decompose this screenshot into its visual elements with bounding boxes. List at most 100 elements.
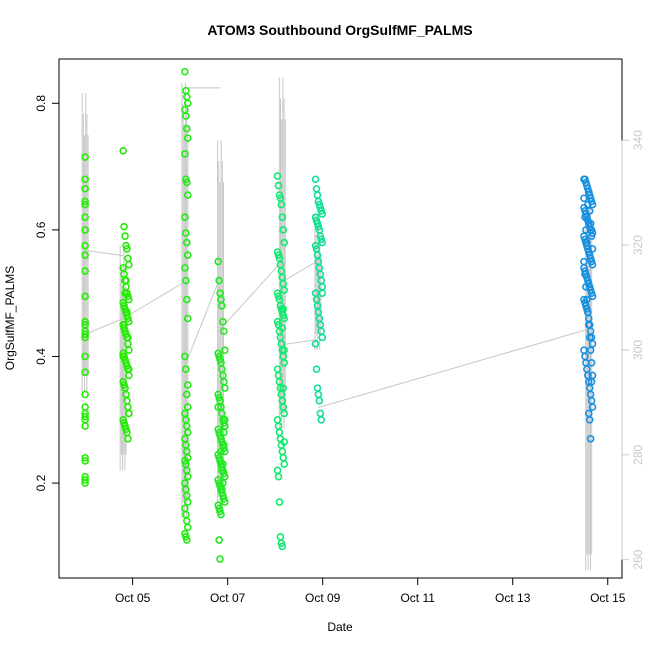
data-point bbox=[318, 289, 327, 297]
data-point bbox=[81, 175, 89, 184]
data-point bbox=[81, 352, 89, 361]
data-point bbox=[81, 457, 89, 465]
data-point bbox=[81, 453, 89, 462]
data-point bbox=[81, 241, 89, 250]
grey-trace-connector bbox=[220, 260, 283, 330]
data-point bbox=[81, 317, 89, 326]
data-point bbox=[221, 384, 229, 392]
data-point bbox=[183, 99, 192, 108]
data-point bbox=[183, 134, 192, 142]
data-point bbox=[585, 207, 594, 215]
data-point bbox=[81, 368, 89, 377]
data-point bbox=[587, 232, 596, 241]
data-point bbox=[125, 260, 133, 269]
data-point bbox=[275, 428, 284, 437]
data-point bbox=[218, 466, 226, 475]
grey-trace-connector bbox=[282, 260, 319, 283]
data-point bbox=[181, 352, 189, 361]
data-point bbox=[183, 536, 191, 544]
data-point bbox=[279, 226, 288, 234]
data-point bbox=[585, 333, 594, 342]
data-point bbox=[583, 200, 592, 209]
data-point bbox=[183, 523, 192, 532]
data-point bbox=[221, 346, 229, 354]
data-point bbox=[274, 472, 283, 481]
y2-tick-label: 280 bbox=[631, 444, 645, 464]
data-point bbox=[81, 390, 89, 399]
data-point bbox=[314, 390, 323, 399]
data-point bbox=[582, 226, 590, 234]
data-point bbox=[278, 447, 287, 456]
data-point bbox=[125, 365, 133, 373]
data-point bbox=[279, 384, 288, 392]
grey-trace-connector bbox=[122, 281, 186, 319]
data-point bbox=[119, 146, 127, 155]
data-point bbox=[275, 498, 284, 506]
data-point bbox=[580, 257, 588, 266]
data-point bbox=[81, 412, 89, 421]
grey-trace-connector bbox=[184, 276, 222, 366]
data-point bbox=[119, 352, 127, 361]
data-point bbox=[183, 428, 192, 437]
y-tick-label: 0.4 bbox=[34, 348, 48, 365]
data-point bbox=[121, 289, 129, 297]
y2-tick-label: 320 bbox=[631, 235, 645, 255]
data-point bbox=[280, 438, 289, 446]
data-point bbox=[181, 264, 189, 272]
data-point bbox=[221, 498, 229, 506]
data-point bbox=[277, 200, 286, 209]
data-point bbox=[583, 308, 592, 316]
data-point bbox=[312, 184, 321, 193]
data-point bbox=[315, 396, 324, 405]
y2-tick-label: 300 bbox=[631, 340, 645, 360]
data-point bbox=[276, 533, 285, 541]
data-point bbox=[587, 359, 596, 367]
data-point bbox=[583, 238, 591, 247]
data-point bbox=[183, 251, 192, 260]
data-point bbox=[183, 498, 192, 506]
data-point bbox=[217, 447, 225, 456]
data-point bbox=[221, 472, 229, 481]
data-point bbox=[183, 93, 191, 101]
data-point bbox=[181, 150, 189, 158]
y-axis-label: OrgSulfMF_PALMS bbox=[3, 266, 17, 370]
data-point bbox=[220, 441, 228, 449]
data-point bbox=[588, 245, 597, 253]
data-point bbox=[273, 466, 282, 475]
data-point bbox=[81, 197, 89, 206]
data-point bbox=[183, 124, 191, 133]
data-points bbox=[81, 67, 597, 563]
x-axis-label: Date bbox=[327, 620, 353, 634]
data-point bbox=[588, 292, 597, 301]
y-tick-label: 0.8 bbox=[34, 95, 48, 112]
data-point bbox=[183, 403, 192, 411]
data-point bbox=[278, 542, 287, 551]
data-point bbox=[183, 191, 192, 199]
data-point bbox=[123, 245, 131, 253]
data-point bbox=[81, 184, 89, 193]
data-point bbox=[183, 178, 191, 187]
grey-trace bbox=[81, 77, 593, 571]
x-tick-label: Oct 15 bbox=[590, 591, 626, 605]
data-point bbox=[582, 283, 590, 291]
data-point bbox=[81, 333, 89, 342]
data-point bbox=[318, 210, 327, 218]
data-point bbox=[181, 67, 189, 76]
data-point bbox=[588, 260, 597, 269]
data-point bbox=[279, 305, 288, 313]
data-point bbox=[221, 415, 229, 424]
data-point bbox=[81, 422, 89, 430]
y2-tick-label: 340 bbox=[631, 130, 645, 150]
data-point bbox=[81, 292, 89, 301]
data-point bbox=[585, 415, 594, 424]
data-point bbox=[182, 510, 190, 519]
data-point bbox=[581, 270, 589, 278]
data-point bbox=[311, 340, 320, 348]
data-point bbox=[216, 555, 224, 563]
data-point bbox=[586, 434, 595, 443]
data-point bbox=[124, 434, 132, 443]
data-point bbox=[274, 181, 283, 190]
data-point bbox=[218, 302, 226, 310]
y-tick-label: 0.2 bbox=[34, 474, 48, 491]
